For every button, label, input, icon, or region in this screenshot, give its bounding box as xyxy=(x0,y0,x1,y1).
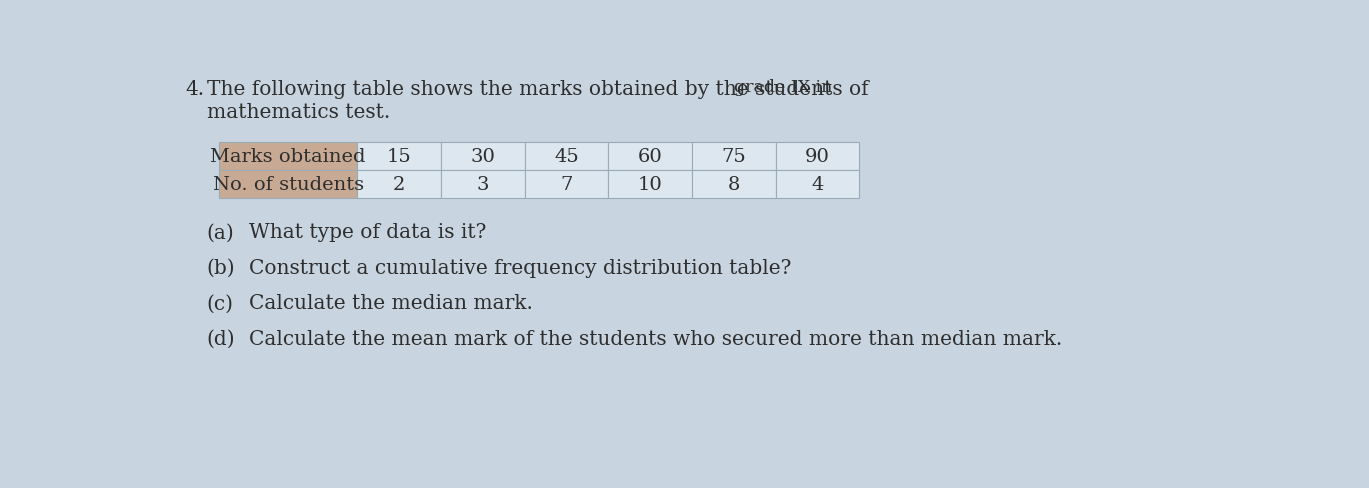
Bar xyxy=(776,171,860,199)
Text: Construct a cumulative frequency distribution table?: Construct a cumulative frequency distrib… xyxy=(249,258,791,277)
Text: grade IX in: grade IX in xyxy=(734,79,832,96)
Text: (d): (d) xyxy=(207,329,235,348)
Text: Calculate the mean mark of the students who secured more than median mark.: Calculate the mean mark of the students … xyxy=(249,329,1062,348)
Text: (b): (b) xyxy=(207,258,235,277)
Bar xyxy=(776,143,860,171)
Text: 8: 8 xyxy=(727,176,741,194)
Bar xyxy=(441,171,524,199)
Bar xyxy=(219,171,357,199)
Text: 4.: 4. xyxy=(185,80,204,99)
Text: 30: 30 xyxy=(470,148,496,166)
Text: Calculate the median mark.: Calculate the median mark. xyxy=(249,294,533,313)
Text: 60: 60 xyxy=(638,148,663,166)
Bar xyxy=(357,143,441,171)
Bar xyxy=(357,171,441,199)
Text: 2: 2 xyxy=(393,176,405,194)
Bar xyxy=(219,143,357,171)
Text: What type of data is it?: What type of data is it? xyxy=(249,223,486,242)
Bar xyxy=(691,171,776,199)
Text: 4: 4 xyxy=(812,176,824,194)
Bar xyxy=(691,143,776,171)
Text: 15: 15 xyxy=(386,148,411,166)
Text: mathematics test.: mathematics test. xyxy=(207,103,390,122)
Bar xyxy=(608,171,691,199)
Text: No. of students: No. of students xyxy=(212,176,364,194)
Text: 7: 7 xyxy=(560,176,572,194)
Bar xyxy=(524,171,608,199)
Text: 10: 10 xyxy=(638,176,663,194)
Text: (a): (a) xyxy=(207,223,234,242)
Text: Marks obtained: Marks obtained xyxy=(211,148,366,166)
Bar xyxy=(441,143,524,171)
Text: 90: 90 xyxy=(805,148,830,166)
Text: (c): (c) xyxy=(207,294,234,313)
Bar xyxy=(608,143,691,171)
Text: 3: 3 xyxy=(476,176,489,194)
Text: 75: 75 xyxy=(721,148,746,166)
Bar xyxy=(524,143,608,171)
Text: The following table shows the marks obtained by the students of: The following table shows the marks obta… xyxy=(207,80,868,99)
Text: 45: 45 xyxy=(554,148,579,166)
